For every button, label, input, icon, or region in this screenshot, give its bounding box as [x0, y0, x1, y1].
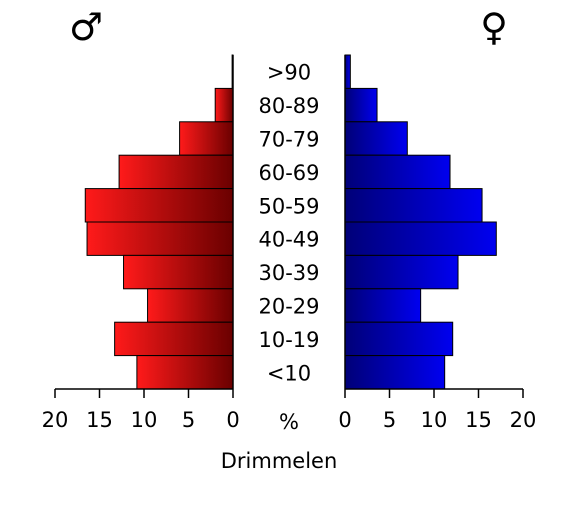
age-group-label: 60-69 [258, 161, 319, 185]
female-bar-7 [344, 288, 422, 323]
male-tick-label: 5 [182, 408, 195, 432]
male-bar-3 [118, 154, 234, 190]
female-bar-9 [344, 355, 446, 390]
female-bar-1 [344, 87, 378, 123]
female-bar-5 [344, 221, 497, 256]
age-group-label: 10-19 [258, 328, 319, 352]
age-group-label: 70-79 [258, 128, 319, 152]
male-symbol: ♂ [69, 5, 103, 49]
female-bar-4 [344, 188, 483, 223]
male-bar-2 [179, 121, 234, 156]
male-bar-6 [123, 254, 234, 290]
male-bar-8 [114, 321, 234, 357]
age-group-label: 20-29 [258, 295, 319, 319]
x-axis-title: Drimmelen [221, 449, 338, 473]
female-bar-3 [344, 154, 451, 190]
age-group-labels: >90 80-89 70-79 60-69 50-59 40-49 30-39 20-29 10… [258, 61, 319, 386]
female-bar-0 [344, 54, 351, 89]
female-x-axis: 0 5 10 15 20 [338, 388, 537, 432]
age-group-label: 80-89 [258, 94, 319, 118]
female-bar-2 [344, 121, 408, 156]
male-tick-label: 20 [42, 408, 69, 432]
age-group-label: >90 [267, 61, 311, 85]
female-tick-label: 15 [465, 408, 492, 432]
male-x-axis: 0 5 10 15 20 [42, 388, 240, 432]
female-bars [344, 54, 497, 390]
female-symbol: ♀ [480, 5, 508, 49]
male-tick-label: 10 [131, 408, 158, 432]
female-bar-8 [344, 321, 454, 357]
age-group-label: 50-59 [258, 194, 319, 218]
age-group-label: 40-49 [258, 228, 319, 252]
female-bar-6 [344, 254, 459, 290]
male-bar-9 [136, 355, 234, 390]
age-group-label: <10 [267, 361, 311, 385]
male-bar-7 [147, 288, 234, 323]
male-bar-5 [86, 221, 234, 256]
male-tick-label: 15 [86, 408, 113, 432]
male-tick-label: 0 [226, 408, 239, 432]
male-bar-1 [214, 87, 234, 123]
female-tick-label: 10 [421, 408, 448, 432]
male-bars [84, 54, 234, 390]
male-bar-4 [84, 188, 234, 223]
female-tick-label: 0 [338, 408, 351, 432]
age-group-label: 30-39 [258, 261, 319, 285]
female-tick-label: 20 [510, 408, 537, 432]
female-tick-label: 5 [383, 408, 396, 432]
unit-label: % [279, 410, 299, 434]
